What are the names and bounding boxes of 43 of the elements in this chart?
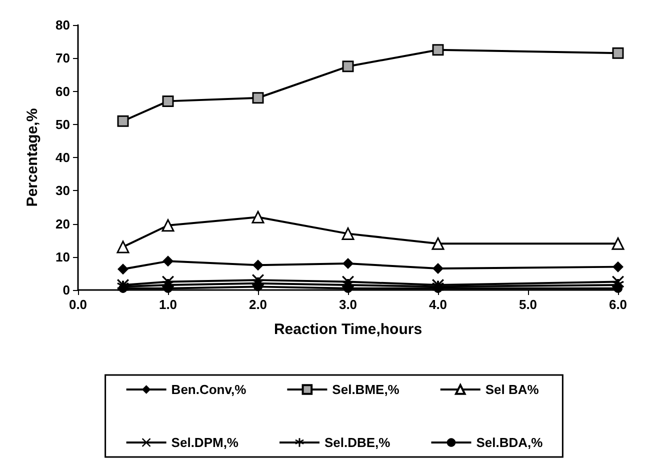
legend-label: Sel.BME,% <box>332 382 400 397</box>
point <box>252 92 264 104</box>
point <box>252 210 264 224</box>
x-tick-label: 0.0 <box>68 297 88 312</box>
point <box>342 227 354 240</box>
point <box>612 47 624 59</box>
point <box>116 240 130 254</box>
point <box>118 284 128 293</box>
legend-label: Ben.Conv,% <box>171 382 247 397</box>
x-tick-label: 5.0 <box>518 297 538 312</box>
x-tick-label: 4.0 <box>428 297 448 312</box>
legend-label: Sel.DPM,% <box>171 435 239 450</box>
y-tick-label: 0 <box>62 282 70 298</box>
x-tick-label: 6.0 <box>608 297 628 312</box>
x-tick-label: 2.0 <box>248 297 268 312</box>
y-tick-label: 40 <box>56 150 70 165</box>
point <box>612 261 624 272</box>
y-tick-label: 30 <box>56 183 70 198</box>
point <box>432 237 444 250</box>
point <box>252 260 264 271</box>
point <box>162 219 174 232</box>
legend-label: Sel.BDA,% <box>476 435 544 450</box>
y-tick-label: 60 <box>56 84 70 99</box>
x-axis-title: Reaction Time,hours <box>274 321 422 338</box>
point <box>342 60 354 72</box>
legend-label: Sel.DBE,% <box>324 435 391 450</box>
point <box>432 44 444 56</box>
point <box>162 256 174 267</box>
point <box>612 237 624 250</box>
y-tick-label: 80 <box>56 18 70 32</box>
y-tick-label: 20 <box>56 216 70 232</box>
point <box>432 262 444 274</box>
point <box>118 264 128 275</box>
point <box>117 115 129 127</box>
point <box>162 95 174 107</box>
y-tick-label: 10 <box>56 249 70 264</box>
x-tick-label: 1.0 <box>158 297 178 312</box>
y-tick-label: 70 <box>56 50 70 66</box>
point <box>342 258 354 269</box>
y-tick-label: 50 <box>56 116 70 132</box>
y-axis-title: Percentage,% <box>24 108 41 207</box>
legend-label: Sel BA% <box>485 382 540 397</box>
x-tick-label: 3.0 <box>338 297 358 312</box>
